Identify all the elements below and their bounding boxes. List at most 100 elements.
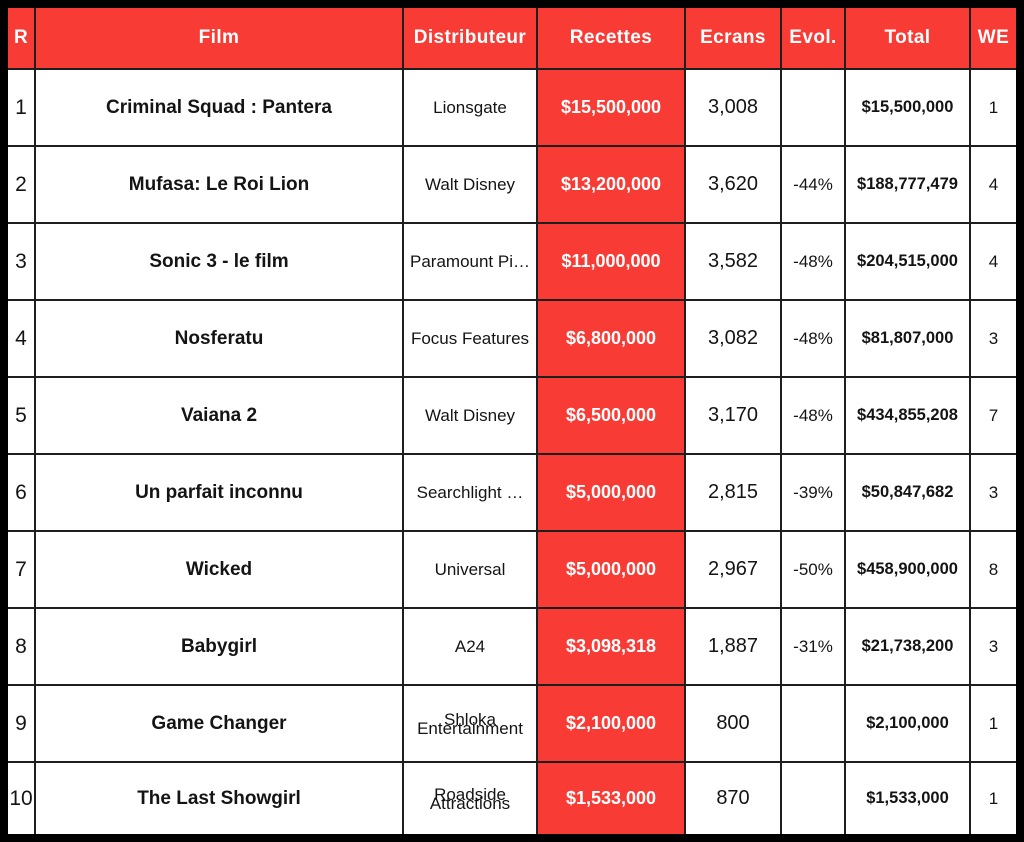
screens-cell: 3,008	[686, 70, 782, 147]
total-cell: $50,847,682	[846, 455, 971, 532]
rank-cell: 10	[8, 763, 36, 834]
column-header-receipts: Recettes	[538, 8, 686, 70]
evolution-cell: -31%	[782, 609, 846, 686]
total-cell: $458,900,000	[846, 532, 971, 609]
evolution-cell: -50%	[782, 532, 846, 609]
column-header-total: Total	[846, 8, 971, 70]
total-cell: $2,100,000	[846, 686, 971, 763]
film-title-cell: Nosferatu	[36, 301, 404, 378]
rank-cell: 8	[8, 609, 36, 686]
receipts-cell: $1,533,000	[538, 763, 686, 834]
evolution-cell: -39%	[782, 455, 846, 532]
weeks-cell: 1	[988, 788, 999, 808]
total-cell: $21,738,200	[846, 609, 971, 686]
rank-cell: 4	[8, 301, 36, 378]
column-header-weeks: WE	[971, 8, 1016, 70]
table-row: 6 Un parfait inconnu Searchlight … $5,00…	[8, 455, 1016, 532]
screens-cell: 3,170	[686, 378, 782, 455]
distributor-cell: Paramount Pi…	[404, 224, 538, 301]
evolution-cell: -44%	[782, 147, 846, 224]
weeks-cell: 3	[971, 609, 1016, 686]
rank-cell: 1	[8, 70, 36, 147]
receipts-cell: $11,000,000	[538, 224, 686, 301]
screens-cell: 870	[686, 763, 782, 834]
evolution-cell: -48%	[782, 301, 846, 378]
screens-cell: 800	[686, 686, 782, 763]
column-header-rank: R	[8, 8, 36, 70]
distributor-cell: Lionsgate	[404, 70, 538, 147]
distributor-cell: A24	[404, 609, 538, 686]
evolution-cell	[782, 763, 846, 834]
distributor-cell: Roadside Attractions	[404, 763, 538, 834]
distributor-cell: Shloka Entertainment	[404, 686, 538, 763]
column-header-evolution: Evol.	[782, 8, 846, 70]
evolution-cell	[782, 686, 846, 763]
receipts-cell: $5,000,000	[538, 532, 686, 609]
table-row: 8 Babygirl A24 $3,098,318 1,887 -31% $21…	[8, 609, 1016, 686]
distributor-cell: Walt Disney	[404, 147, 538, 224]
film-title-cell: Criminal Squad : Pantera	[36, 70, 404, 147]
rank-cell: 3	[8, 224, 36, 301]
distributor-cell: Walt Disney	[404, 378, 538, 455]
screens-cell: 1,887	[686, 609, 782, 686]
screens-cell: 3,582	[686, 224, 782, 301]
total-cell: $1,533,000	[846, 763, 971, 834]
film-title-cell: Mufasa: Le Roi Lion	[36, 147, 404, 224]
total-cell: $434,855,208	[846, 378, 971, 455]
screens-cell: 2,815	[686, 455, 782, 532]
weeks-cell: 3	[971, 301, 1016, 378]
film-title-cell: Un parfait inconnu	[36, 455, 404, 532]
film-title-cell: Game Changer	[36, 686, 404, 763]
film-title-cell: The Last Showgirl	[36, 763, 404, 834]
rank-cell: 7	[8, 532, 36, 609]
distributor-cell: Universal	[404, 532, 538, 609]
table-row: 10 The Last Showgirl Roadside Attraction…	[8, 763, 1016, 834]
distributor-cell: Searchlight …	[404, 455, 538, 532]
screens-cell: 3,620	[686, 147, 782, 224]
film-title-cell: Vaiana 2	[36, 378, 404, 455]
total-cell: $188,777,479	[846, 147, 971, 224]
rank-cell: 2	[8, 147, 36, 224]
weeks-cell: 1	[971, 70, 1016, 147]
receipts-cell: $15,500,000	[538, 70, 686, 147]
receipts-cell: $6,500,000	[538, 378, 686, 455]
receipts-cell: $5,000,000	[538, 455, 686, 532]
weeks-cell: 4	[971, 147, 1016, 224]
weeks-cell: 7	[971, 378, 1016, 455]
distributor-cell: Focus Features	[404, 301, 538, 378]
table-row: 2 Mufasa: Le Roi Lion Walt Disney $13,20…	[8, 147, 1016, 224]
evolution-cell: -48%	[782, 378, 846, 455]
table-row: 4 Nosferatu Focus Features $6,800,000 3,…	[8, 301, 1016, 378]
total-cell: $204,515,000	[846, 224, 971, 301]
evolution-cell: -48%	[782, 224, 846, 301]
weeks-cell: 3	[971, 455, 1016, 532]
table-row: 1 Criminal Squad : Pantera Lionsgate $15…	[8, 70, 1016, 147]
film-title-cell: Babygirl	[36, 609, 404, 686]
table-row: 9 Game Changer Shloka Entertainment $2,1…	[8, 686, 1016, 763]
rank-cell: 6	[8, 455, 36, 532]
weeks-cell: 8	[971, 532, 1016, 609]
receipts-cell: $3,098,318	[538, 609, 686, 686]
column-header-distributor: Distributeur	[404, 8, 538, 70]
table-header-row: R Film Distributeur Recettes Ecrans Evol…	[8, 8, 1016, 70]
total-cell: $15,500,000	[846, 70, 971, 147]
rank-cell: 5	[8, 378, 36, 455]
screens-cell: 3,082	[686, 301, 782, 378]
film-title-cell: Sonic 3 - le film	[36, 224, 404, 301]
receipts-cell: $2,100,000	[538, 686, 686, 763]
screens-cell: 2,967	[686, 532, 782, 609]
evolution-cell	[782, 70, 846, 147]
column-header-film: Film	[36, 8, 404, 70]
receipts-cell: $6,800,000	[538, 301, 686, 378]
table-row: 7 Wicked Universal $5,000,000 2,967 -50%…	[8, 532, 1016, 609]
table-row: 5 Vaiana 2 Walt Disney $6,500,000 3,170 …	[8, 378, 1016, 455]
total-cell: $81,807,000	[846, 301, 971, 378]
rank-cell: 9	[8, 686, 36, 763]
table-row: 3 Sonic 3 - le film Paramount Pi… $11,00…	[8, 224, 1016, 301]
weeks-cell: 1	[971, 686, 1016, 763]
film-title-cell: Wicked	[36, 532, 404, 609]
receipts-cell: $13,200,000	[538, 147, 686, 224]
weeks-cell: 4	[971, 224, 1016, 301]
column-header-screens: Ecrans	[686, 8, 782, 70]
